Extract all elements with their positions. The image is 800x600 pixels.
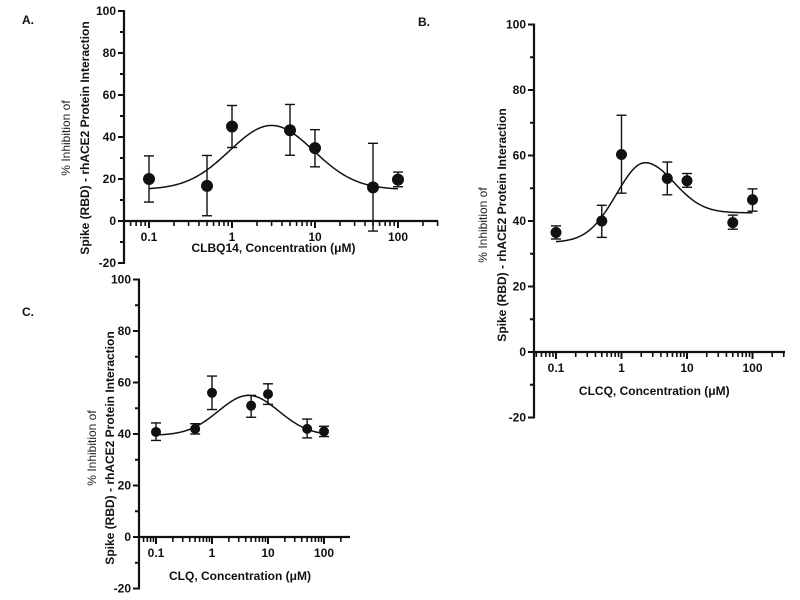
x-axis-title: CLQ, Concentration (μM)	[169, 569, 311, 583]
y-tick-label: 20	[118, 479, 132, 493]
y-tick-label: -20	[114, 582, 132, 596]
data-point	[263, 389, 273, 400]
x-axis-title: CLCQ, Concentration (μM)	[579, 384, 730, 398]
data-point	[201, 179, 214, 192]
y-axis-title-line1: % Inhibition of	[85, 410, 99, 486]
x-tick-label: 0.1	[548, 361, 565, 375]
y-tick-label: 100	[506, 18, 526, 32]
data-point	[284, 124, 297, 137]
x-tick-label: 10	[680, 361, 694, 375]
y-tick-label: 20	[513, 280, 527, 294]
y-tick-label: 20	[103, 172, 117, 186]
y-axis-title-line2: Spike (RBD) - rhACE2 Protein Interaction	[78, 21, 92, 254]
y-tick-label: 60	[103, 88, 117, 102]
y-axis-title-line2: Spike (RBD) - rhACE2 Protein Interaction	[495, 108, 509, 341]
x-tick-label: 10	[261, 546, 275, 560]
x-tick-label: 1	[209, 546, 216, 560]
y-tick-label: 80	[513, 83, 527, 97]
y-axis-title-line2: Spike (RBD) - rhACE2 Protein Interaction	[103, 331, 117, 564]
data-point	[207, 387, 217, 398]
data-point	[727, 217, 739, 229]
data-point	[596, 215, 608, 227]
y-tick-label: 60	[513, 149, 527, 163]
y-tick-label: 40	[118, 427, 132, 441]
data-point	[226, 120, 238, 133]
y-tick-label: 40	[513, 214, 527, 228]
fit-curve	[148, 124, 399, 190]
data-point	[151, 426, 161, 437]
y-tick-label: 60	[118, 376, 132, 390]
panel-label: A.	[22, 13, 34, 27]
data-point	[190, 423, 201, 434]
x-tick-label: 1	[229, 230, 236, 244]
fit-curve	[555, 161, 753, 243]
x-tick-label: 0.1	[141, 230, 158, 244]
data-point	[616, 149, 627, 161]
x-tick-label: 100	[742, 361, 762, 375]
data-point	[661, 172, 673, 184]
data-point	[246, 400, 257, 411]
y-tick-label: -20	[509, 411, 527, 425]
y-tick-label: 0	[109, 214, 116, 228]
data-point	[367, 181, 380, 194]
data-point	[309, 142, 321, 155]
y-tick-label: 0	[519, 345, 526, 359]
data-point	[143, 173, 155, 185]
data-point	[747, 194, 758, 206]
panel-label: B.	[418, 15, 430, 29]
x-tick-label: 1	[618, 361, 625, 375]
x-tick-label: 100	[388, 230, 408, 244]
y-tick-label: 100	[111, 273, 131, 287]
x-tick-label: 100	[314, 546, 334, 560]
y-axis-title-line1: % Inhibition of	[476, 187, 490, 263]
y-tick-label: 40	[103, 130, 117, 144]
data-point	[319, 426, 329, 437]
y-tick-label: 0	[124, 530, 131, 544]
data-point	[392, 173, 404, 186]
panel-b: B. -20 0 20 40 60 80 100 0.1 1 10 100 CLCQ, Concentr…	[418, 15, 785, 425]
y-axis-title-line1: % Inhibition of	[59, 100, 73, 176]
y-tick-label: 80	[118, 324, 132, 338]
data-point	[681, 175, 693, 187]
y-tick-label: 100	[96, 4, 116, 18]
x-tick-label: 10	[308, 230, 322, 244]
x-axis-title: CLBQ14, Concentration (μM)	[191, 241, 355, 255]
y-tick-label: 80	[103, 46, 117, 60]
data-point	[302, 423, 313, 434]
panel-a: A. -20 0 20 40 60 80 100 0.1 1 10 100 CLBQ14, Concen…	[22, 4, 439, 270]
y-tick-label: -20	[99, 256, 117, 270]
x-tick-label: 0.1	[148, 546, 165, 560]
panel-label: C.	[22, 305, 34, 319]
data-point	[550, 226, 562, 238]
fit-curve	[155, 394, 325, 436]
